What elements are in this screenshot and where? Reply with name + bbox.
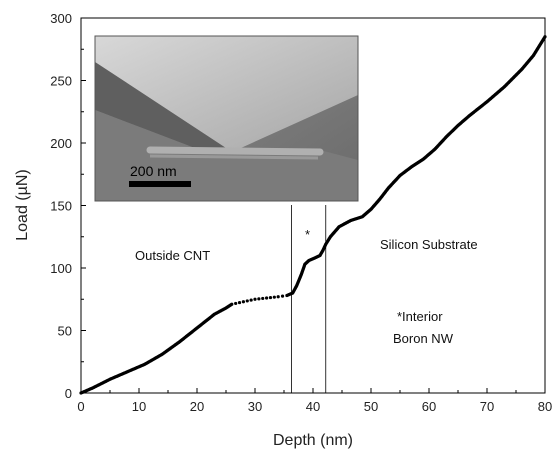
x-tick-label: 30	[248, 399, 262, 414]
y-tick-label: 100	[50, 261, 72, 276]
data-point	[241, 300, 245, 304]
data-point	[272, 295, 276, 299]
annotation-boron-nw: Boron NW	[393, 331, 454, 346]
x-tick-label: 50	[364, 399, 378, 414]
data-point	[234, 301, 238, 306]
data-point	[261, 296, 265, 301]
x-axis-title: Depth (nm)	[273, 432, 353, 449]
x-tick-label: 60	[422, 399, 436, 414]
x-tick-label: 70	[480, 399, 494, 414]
y-tick-label: 150	[50, 199, 72, 214]
data-point	[257, 297, 261, 301]
annotation-outside-cnt: Outside CNT	[135, 248, 210, 263]
data-point	[268, 295, 273, 300]
axis-ticks	[80, 17, 546, 394]
x-tick-label: 0	[77, 399, 84, 414]
data-point	[245, 299, 249, 303]
x-tick-label: 80	[538, 399, 552, 414]
y-tick-label: 300	[50, 11, 72, 26]
data-series	[79, 35, 547, 395]
data-point	[543, 35, 547, 39]
x-tick-label: 20	[190, 399, 204, 414]
annotation-asterisk: *	[305, 227, 310, 242]
sem-inset-image	[95, 36, 358, 201]
data-point	[249, 298, 253, 302]
scale-bar	[129, 181, 191, 187]
data-point	[265, 296, 269, 300]
y-tick-label: 200	[50, 136, 72, 151]
y-axis-title: Load (µN)	[14, 169, 31, 240]
data-point	[276, 295, 280, 299]
y-tick-label: 50	[58, 324, 72, 339]
scale-bar-label: 200 nm	[130, 163, 177, 179]
y-tick-label: 250	[50, 74, 72, 89]
data-point	[253, 297, 257, 301]
data-point	[230, 302, 234, 306]
x-tick-label: 40	[306, 399, 320, 414]
y-tick-label: 0	[65, 386, 72, 401]
inset-border	[94, 35, 359, 202]
annotation-silicon-substrate: Silicon Substrate	[380, 237, 478, 252]
x-tick-label: 10	[132, 399, 146, 414]
tick-labels: 0 10 20 30 40 50 60 70 80 0 50 100 150 200 250 300	[50, 11, 552, 414]
annotation-interior: *Interior	[397, 309, 443, 324]
data-point	[280, 294, 285, 298]
data-point	[237, 300, 242, 305]
